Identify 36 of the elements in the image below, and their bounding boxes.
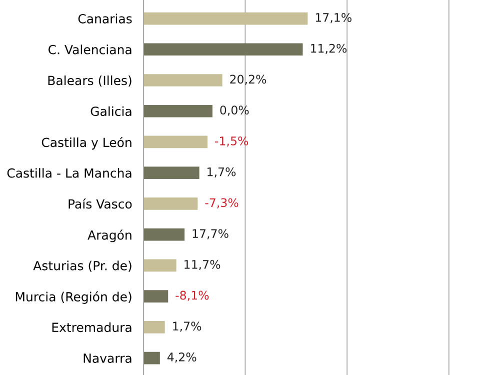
bar xyxy=(144,104,212,118)
annotation: 1,7% xyxy=(173,322,202,332)
annotation: 0,0% xyxy=(220,106,249,116)
annotation: -8,1% xyxy=(176,290,209,301)
annotation: 4,2% xyxy=(167,352,196,363)
annotation: -1,5% xyxy=(215,136,248,147)
y-tick-label: Navarra xyxy=(84,354,132,363)
annotation: 11,7% xyxy=(184,260,220,270)
bar xyxy=(144,352,160,364)
bar xyxy=(144,320,165,334)
bar xyxy=(144,290,168,302)
text: 17,1% xyxy=(316,13,352,24)
text: 11,2% xyxy=(311,44,347,54)
bar xyxy=(144,43,303,56)
bar xyxy=(144,74,222,86)
y-tick-label: País Vasco xyxy=(68,198,132,209)
annotation: 20,2% xyxy=(230,74,266,85)
y-tick-label: Castilla - La Mancha xyxy=(7,168,132,178)
bar xyxy=(144,259,176,272)
y-tick-label: Asturias (Pr. de) xyxy=(33,260,132,272)
y-tick-label: Canarias xyxy=(78,14,132,24)
annotation: -7,3% xyxy=(205,198,238,208)
bar xyxy=(144,166,200,180)
y-tick-label: C. Valenciana xyxy=(48,44,132,54)
y-tick-label: Aragón xyxy=(88,230,132,242)
annotation: 17,7% xyxy=(192,229,228,240)
bar xyxy=(144,136,208,148)
bar xyxy=(144,198,198,210)
y-tick-label: Murcia (Región de) xyxy=(16,291,132,304)
bar xyxy=(144,12,308,25)
y-tick-label: Extremadura xyxy=(52,322,132,332)
y-tick-label: Galicia xyxy=(90,106,132,116)
bar xyxy=(144,228,185,241)
annotation: 1,7% xyxy=(208,167,236,178)
y-tick-label: Castilla y León xyxy=(42,136,132,150)
y-tick-label: Balears (Illes) xyxy=(48,76,132,87)
